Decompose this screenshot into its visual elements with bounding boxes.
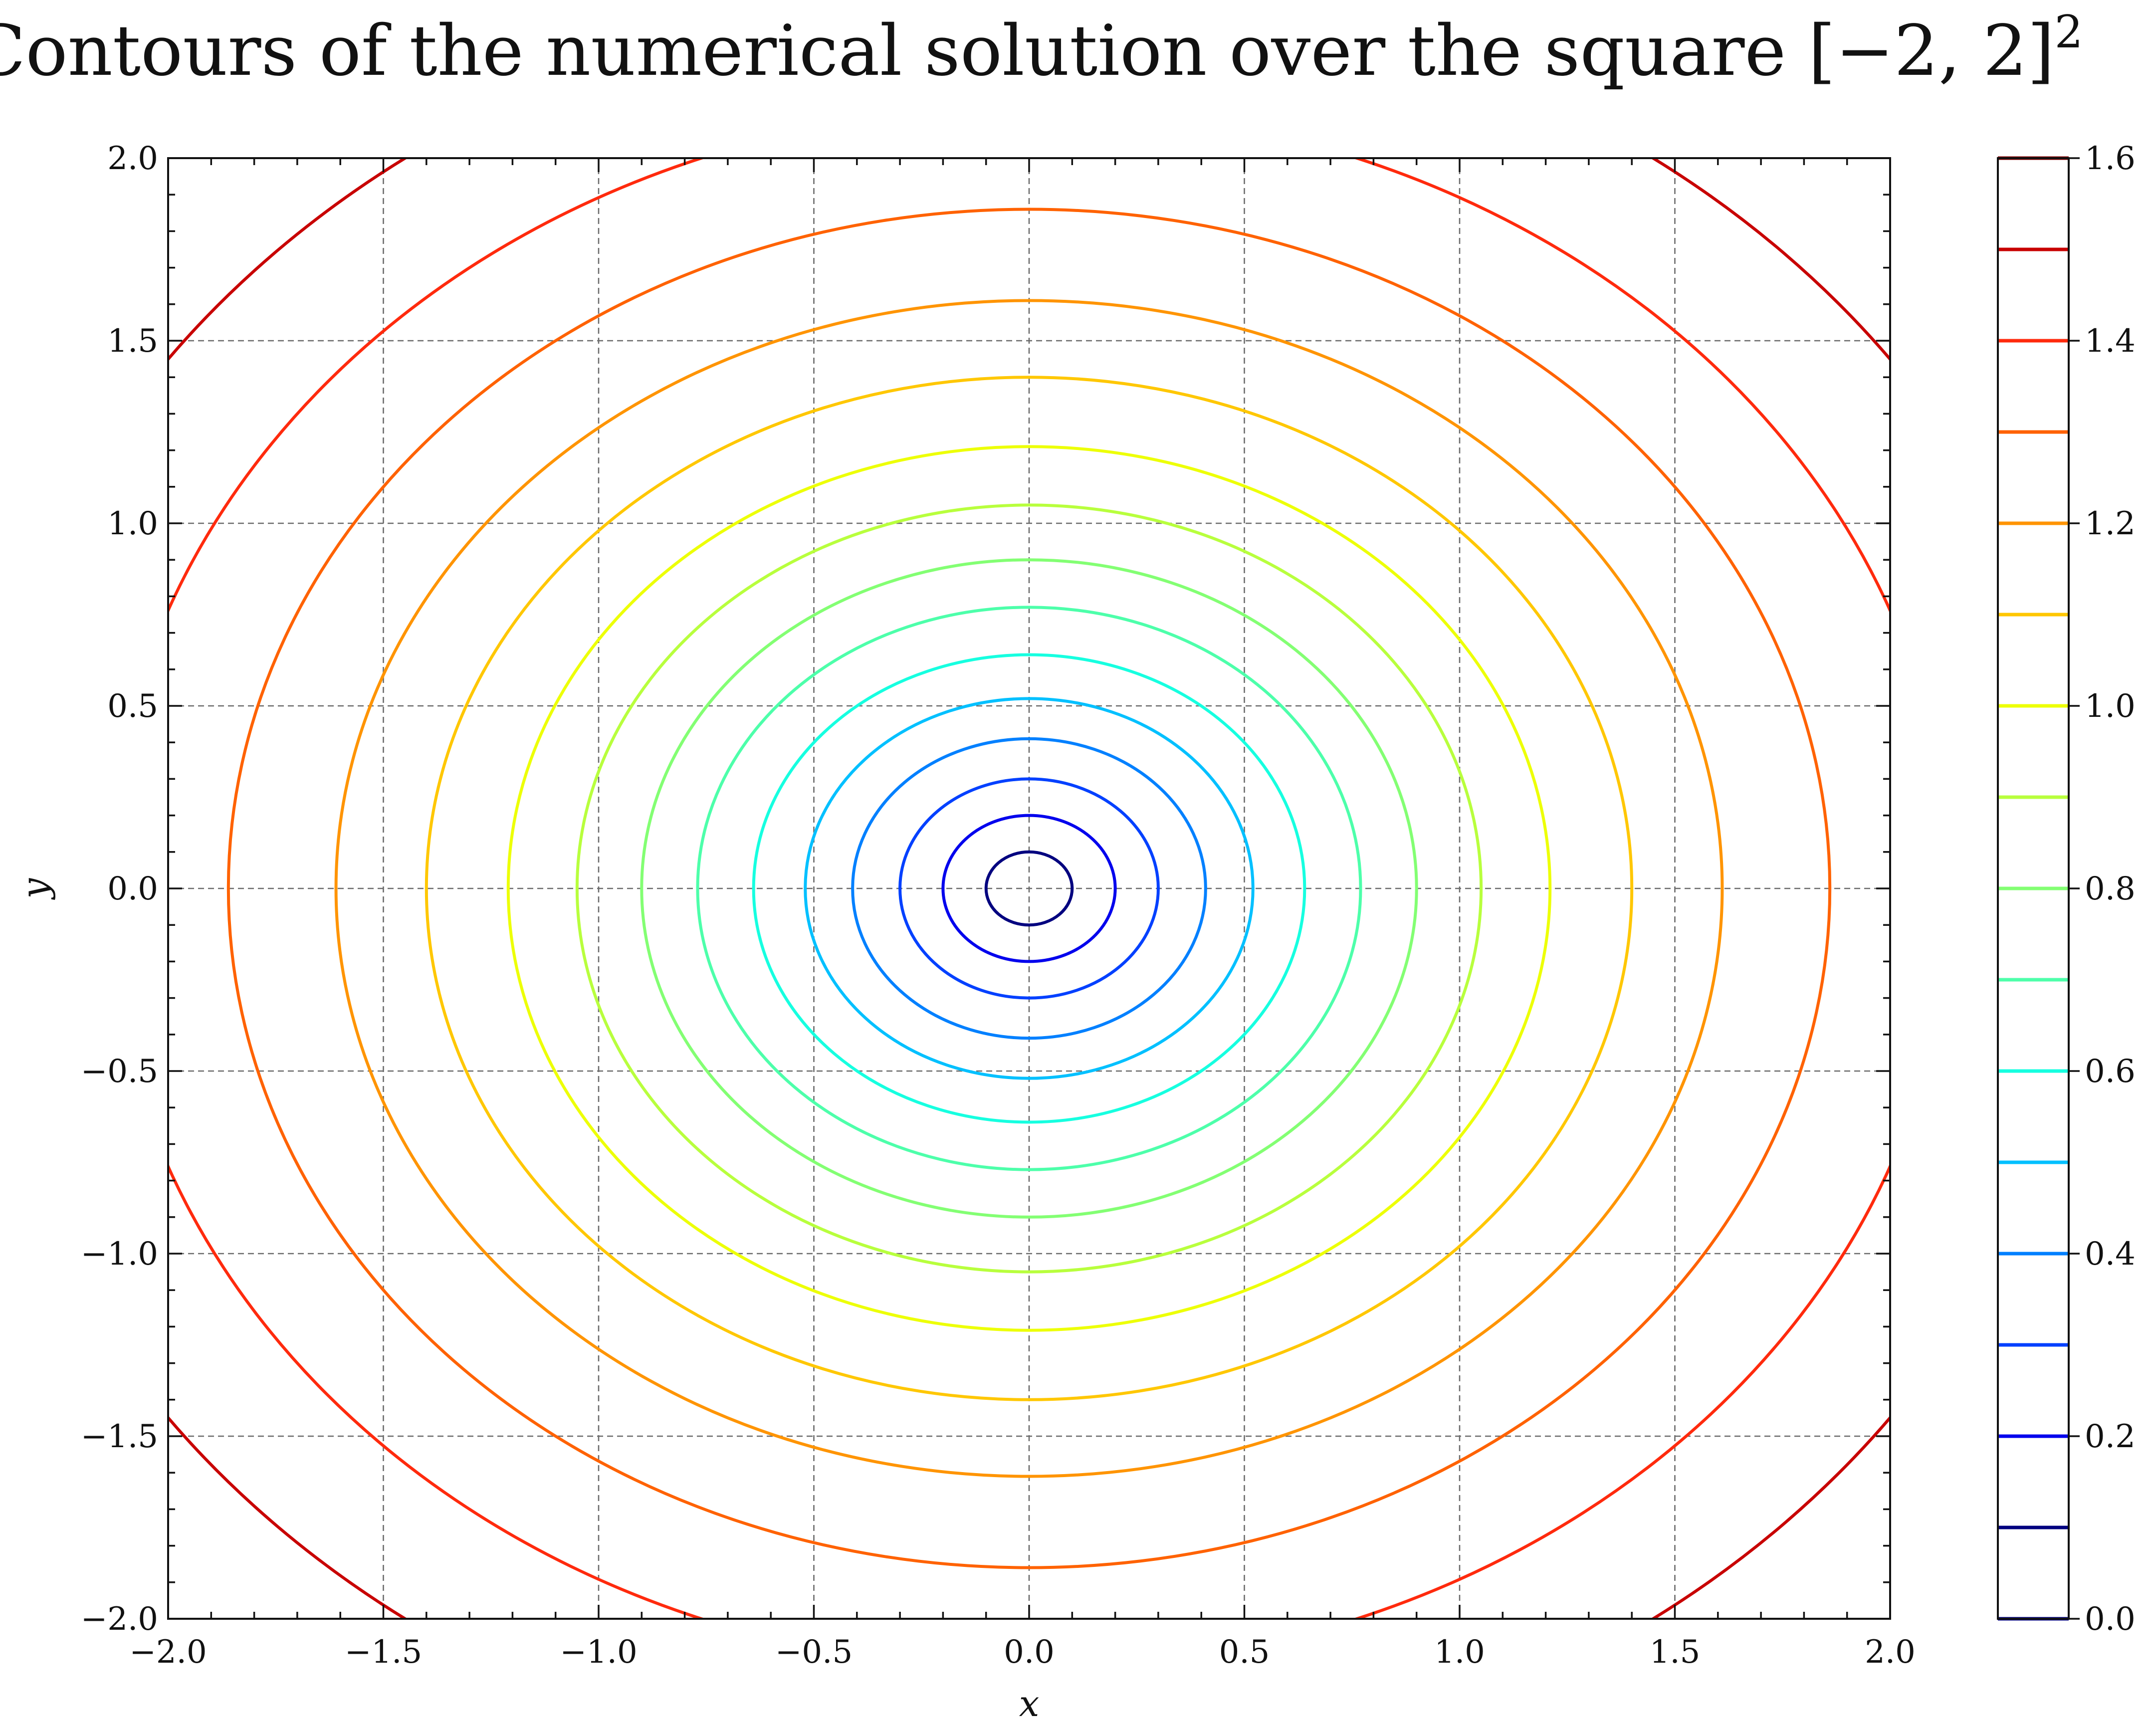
x-tick-label: −2.0 bbox=[129, 1634, 207, 1671]
colorbar-tick-label: 1.2 bbox=[2085, 505, 2136, 542]
colorbar-tick-label: 0.4 bbox=[2085, 1236, 2136, 1273]
colorbar: 0.0 0.2 0.4 0.6 0.8 1.0 1.2 1.4 1.6 bbox=[1997, 140, 2136, 1638]
x-axis-tick-labels: −2.0 −1.5 −1.0 −0.5 0.0 0.5 1.0 1.5 2.0 bbox=[129, 1634, 1916, 1671]
colorbar-tick-label: 0.2 bbox=[2085, 1418, 2136, 1455]
y-tick-label: −2.0 bbox=[81, 1601, 158, 1638]
x-tick-label: 1.5 bbox=[1650, 1634, 1701, 1671]
y-tick-label: −1.5 bbox=[81, 1418, 158, 1455]
plot-frame bbox=[167, 157, 1891, 1620]
contour-line-0-6 bbox=[752, 653, 1306, 1124]
contour-line-1-2 bbox=[334, 299, 1724, 1478]
y-tick-label: 1.5 bbox=[107, 323, 158, 360]
contour-line-1-1 bbox=[425, 376, 1634, 1401]
y-axis-label: y bbox=[14, 877, 56, 900]
colorbar-tick-label: 1.0 bbox=[2085, 688, 2136, 725]
colorbar-tick-label: 0.0 bbox=[2085, 1601, 2136, 1638]
contour-lines bbox=[168, 158, 1890, 1619]
plot-area bbox=[167, 157, 1891, 1620]
chart-title: Contours of the numerical solution over … bbox=[0, 6, 2083, 92]
colorbar-tick-label: 0.6 bbox=[2085, 1053, 2136, 1090]
axis-ticks bbox=[167, 157, 1891, 1620]
chart-title-superscript: 2 bbox=[2055, 6, 2083, 58]
contour-line-0-2 bbox=[941, 814, 1117, 963]
contour-line-0-3 bbox=[898, 777, 1160, 1000]
x-tick-label: 0.5 bbox=[1219, 1634, 1270, 1671]
contour-line-1-3 bbox=[226, 208, 1832, 1569]
colorbar-tick-label: 1.6 bbox=[2085, 140, 2136, 177]
contour-line-0-7 bbox=[696, 606, 1362, 1171]
colorbar-ticks: 0.0 0.2 0.4 0.6 0.8 1.0 1.2 1.4 1.6 bbox=[2069, 140, 2136, 1638]
y-tick-label: 0.5 bbox=[107, 688, 158, 725]
grid bbox=[168, 158, 1890, 1619]
colorbar-tick-label: 0.8 bbox=[2085, 870, 2136, 907]
contour-line-1-0 bbox=[506, 445, 1552, 1332]
contour-line-0-4 bbox=[851, 737, 1207, 1040]
x-axis-label: x bbox=[1019, 1683, 1040, 1725]
y-tick-label: 2.0 bbox=[107, 140, 158, 177]
y-tick-label: 1.0 bbox=[107, 505, 158, 542]
y-tick-label: −1.0 bbox=[81, 1236, 158, 1273]
contour-line-0-9 bbox=[575, 503, 1483, 1274]
x-tick-label: −0.5 bbox=[775, 1634, 853, 1671]
x-tick-label: 0.0 bbox=[1004, 1634, 1055, 1671]
contour-line-0-5 bbox=[804, 697, 1255, 1080]
colorbar-tick-label: 1.4 bbox=[2085, 323, 2136, 360]
y-tick-label: 0.0 bbox=[107, 870, 158, 907]
y-axis-tick-labels: −2.0 −1.5 −1.0 −0.5 0.0 0.5 1.0 1.5 2.0 bbox=[81, 140, 158, 1638]
contour-line-0-1 bbox=[984, 850, 1074, 927]
x-tick-label: −1.0 bbox=[560, 1634, 637, 1671]
y-tick-label: −0.5 bbox=[81, 1053, 158, 1090]
x-tick-label: −1.5 bbox=[345, 1634, 422, 1671]
x-tick-label: 2.0 bbox=[1865, 1634, 1916, 1671]
chart-title-main: Contours of the numerical solution over … bbox=[0, 10, 2055, 92]
contour-line-0-8 bbox=[640, 558, 1418, 1219]
x-tick-label: 1.0 bbox=[1434, 1634, 1485, 1671]
